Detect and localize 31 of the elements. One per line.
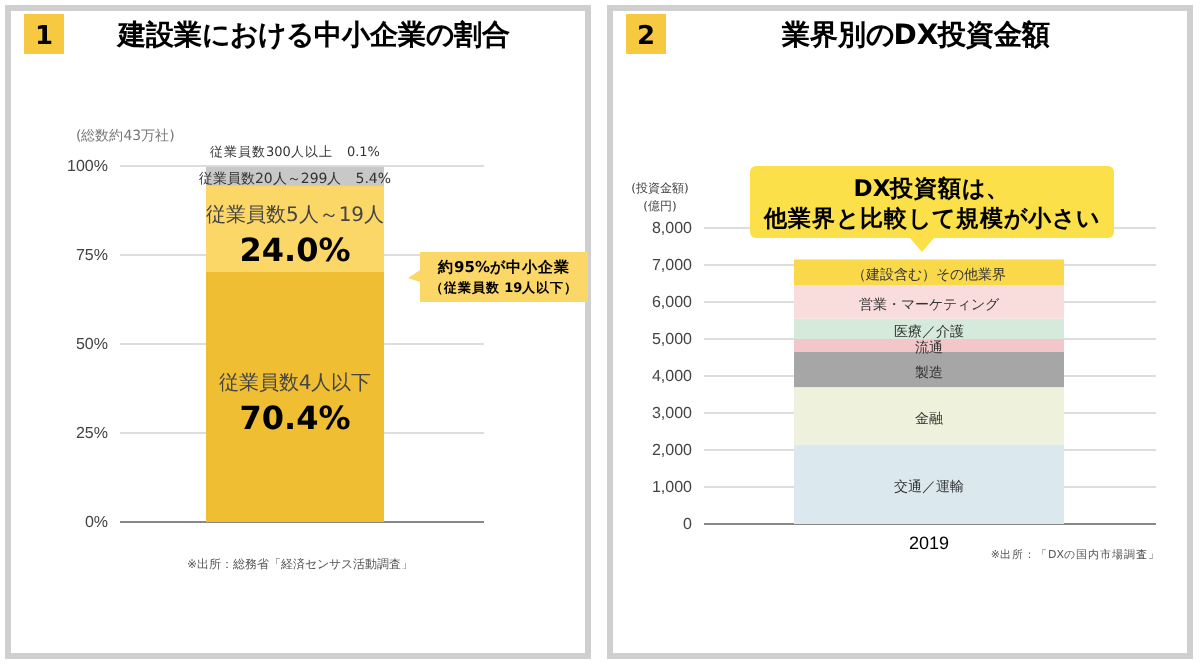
y-tick-label: 50% xyxy=(75,335,108,354)
data-label: 24.0% xyxy=(239,230,351,269)
y-tick-label: 4,000 xyxy=(651,367,694,386)
chart-title: 建設業における中小企業の割合 xyxy=(116,18,510,52)
y-tick-label: 0 xyxy=(683,515,694,534)
text: 1 xyxy=(34,22,54,52)
bar xyxy=(794,351,1064,388)
y-tick-label: 8,000 xyxy=(651,219,694,238)
y-tick-label: 25% xyxy=(75,424,108,443)
text: 2 xyxy=(636,22,656,52)
y-tick-label: 2,000 xyxy=(651,441,694,460)
series-label: 従業員数4人以下 xyxy=(218,370,372,395)
y-tick-label: 0% xyxy=(84,513,108,532)
bar xyxy=(206,271,384,522)
text: DX投資額は、 xyxy=(853,174,1011,202)
y-tick-label: 1,000 xyxy=(651,478,694,497)
y-tick-label: 6,000 xyxy=(651,293,694,312)
bar xyxy=(794,285,1064,319)
data-label: 70.4% xyxy=(239,398,351,437)
y-tick-label: 7,000 xyxy=(651,256,694,275)
y-tick-label: 75% xyxy=(75,246,108,265)
bar xyxy=(794,387,1064,445)
chart-title: 業界別のDX投資金額 xyxy=(779,18,1051,52)
y-tick-label: 3,000 xyxy=(651,404,694,423)
bar xyxy=(794,444,1064,524)
annotation: 他業界と比較して規模が小さい xyxy=(762,204,1100,232)
y-tick-label: 100% xyxy=(67,157,108,176)
x-tick-label: 2019 xyxy=(908,532,950,553)
series-label: 従業員数5人～19人 xyxy=(205,202,385,227)
bar xyxy=(794,339,1064,352)
y-tick-label: 5,000 xyxy=(651,330,694,349)
